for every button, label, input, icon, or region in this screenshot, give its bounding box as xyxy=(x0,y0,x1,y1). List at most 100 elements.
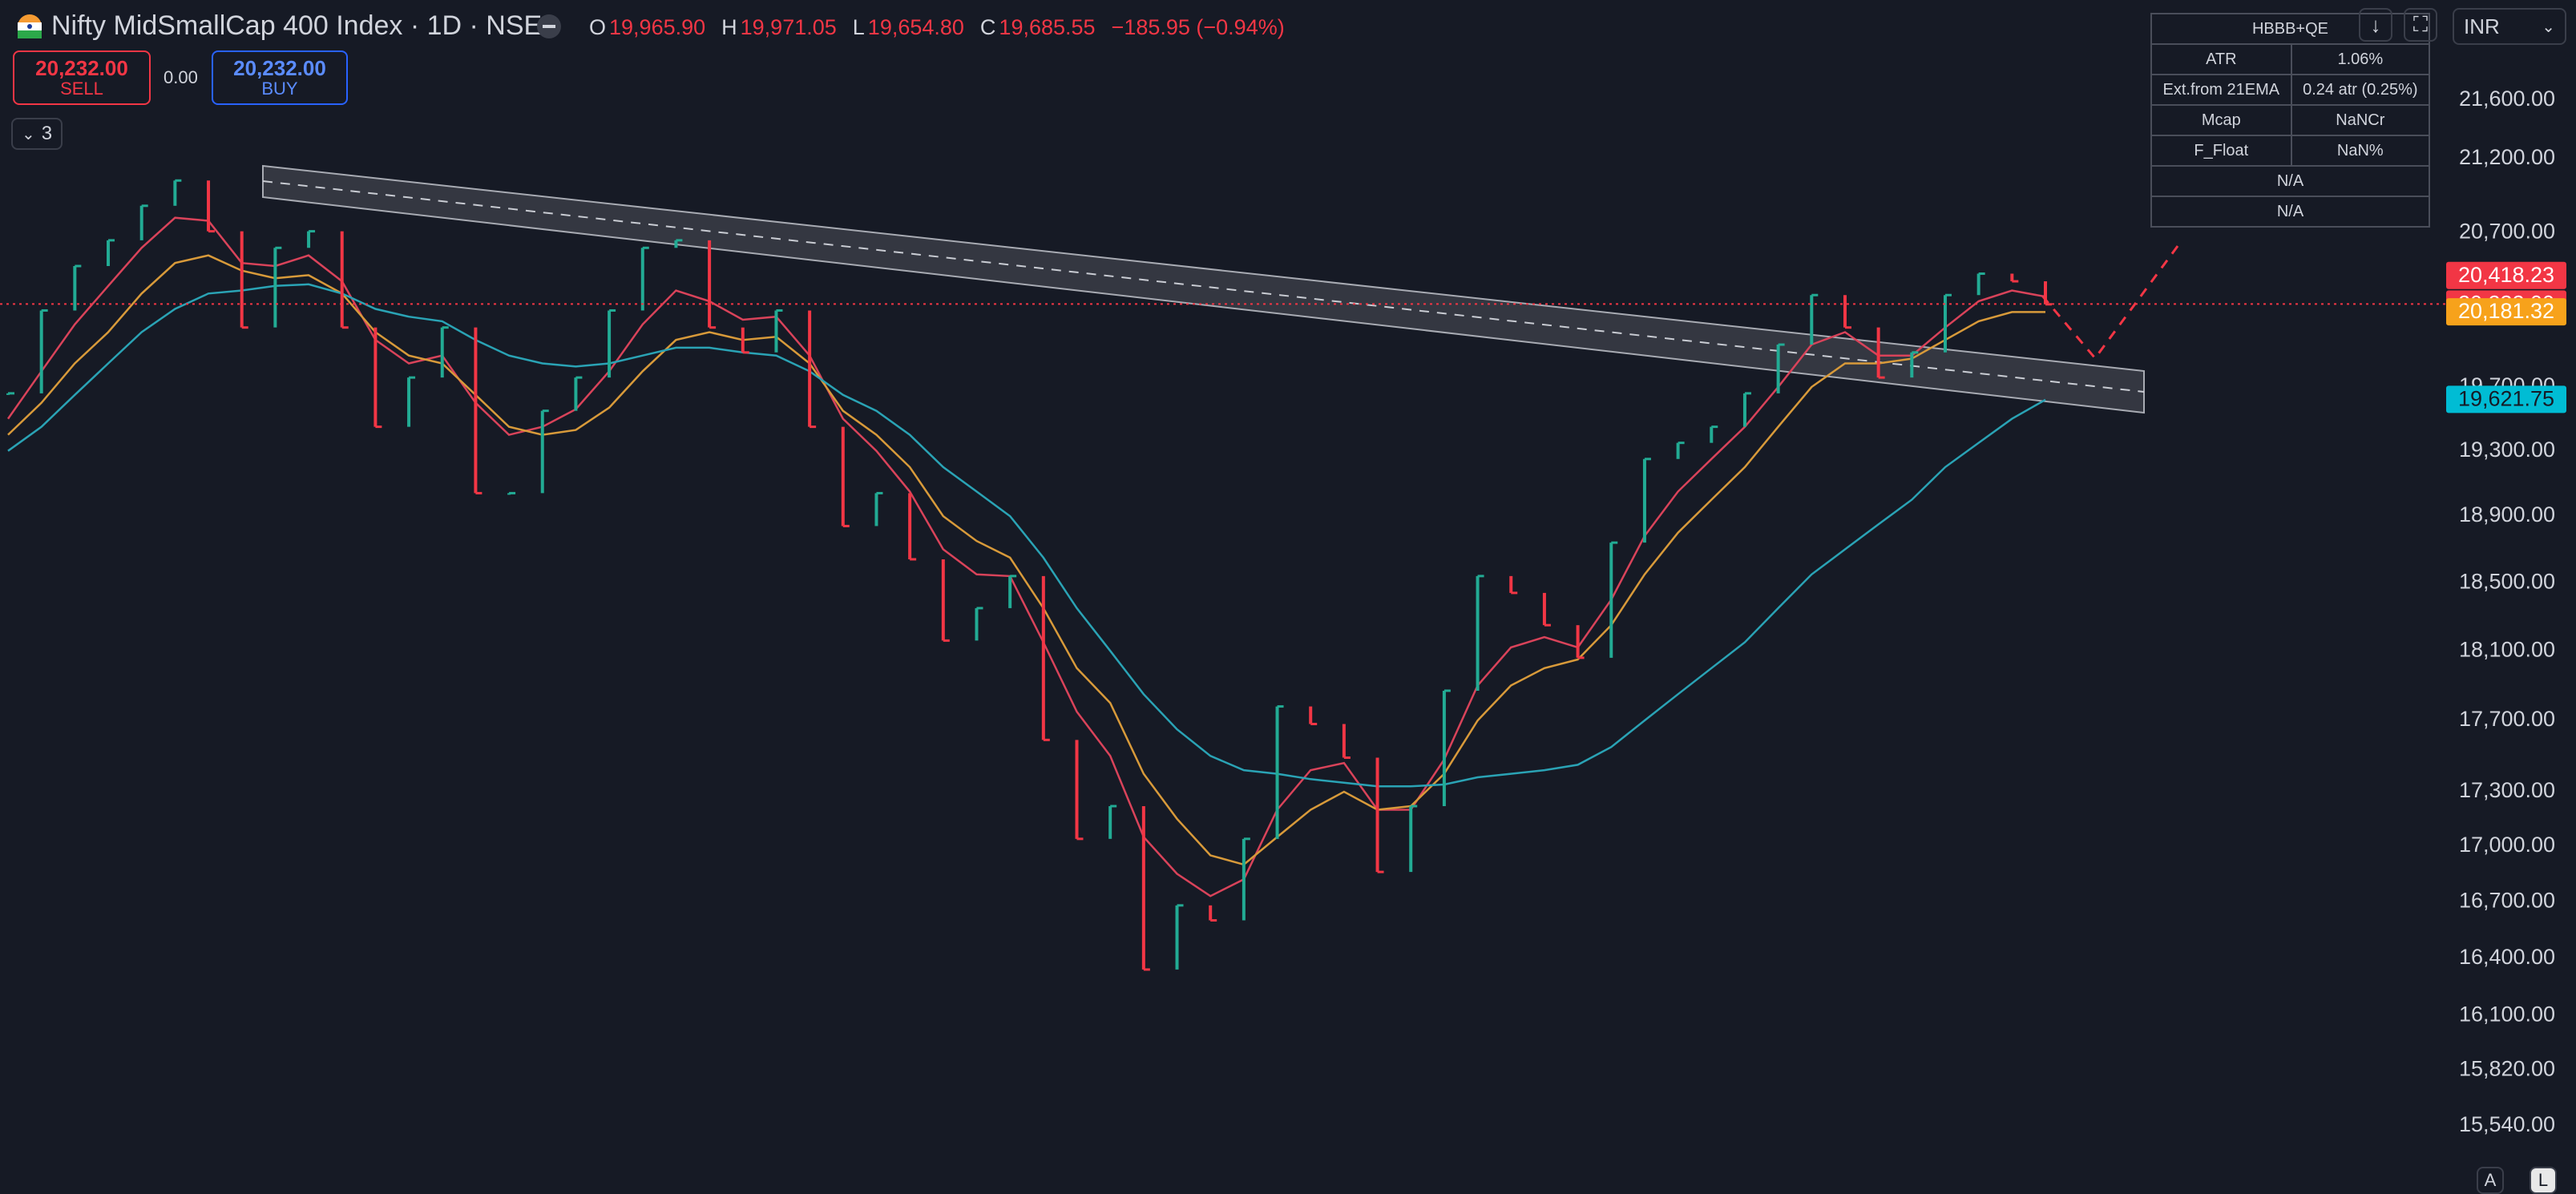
table-cell: Ext.from 21EMA xyxy=(2150,74,2292,106)
price-bar xyxy=(708,240,717,329)
chevron-icon: ⌄ xyxy=(21,125,35,143)
table-row: HBBB+QE xyxy=(2150,13,2430,45)
price-bar xyxy=(1876,327,1885,379)
sell-label: SELL xyxy=(60,79,103,99)
moving-average xyxy=(6,216,2046,898)
price-bar xyxy=(1609,541,1618,658)
table-cell: 0.24 atr (0.25%) xyxy=(2290,74,2431,106)
ohlc-value: 19,685.55 xyxy=(999,14,1096,39)
price-bar xyxy=(1710,426,1718,443)
table-row: N/A xyxy=(2150,196,2430,228)
price-bar xyxy=(574,376,583,411)
y-tick-label: 16,700.00 xyxy=(2459,888,2555,912)
ohlc-value: 19,654.80 xyxy=(867,14,964,39)
price-bar xyxy=(207,180,216,233)
price-bar xyxy=(1141,805,1150,971)
ohlc-key: L xyxy=(852,14,865,39)
price-bar xyxy=(1008,575,1017,608)
price-bar xyxy=(608,309,616,378)
table-row: Mcap NaNCr xyxy=(2150,104,2431,136)
buy-price: 20,232.00 xyxy=(233,55,326,80)
table-row: ATR 1.06% xyxy=(2150,43,2431,75)
price-bar xyxy=(1776,343,1785,393)
price-bar xyxy=(2010,273,2019,283)
price-label: 20,418.23 xyxy=(2458,263,2554,287)
currency: INR xyxy=(2464,14,2500,38)
sell-button[interactable]: 20,232.00 SELL xyxy=(13,50,151,105)
moving-average xyxy=(7,254,2045,866)
price-bar xyxy=(808,310,817,429)
price-bar xyxy=(1742,392,1751,427)
fullscreen-button[interactable]: ⛶ xyxy=(2404,8,2437,42)
price-bar xyxy=(674,239,683,248)
price-label-box xyxy=(2446,298,2566,326)
table-cell: NaNCr xyxy=(2290,104,2431,136)
y-tick-label: 19,300.00 xyxy=(2459,438,2555,462)
price-bar xyxy=(1309,706,1318,725)
price-bar xyxy=(1242,837,1250,921)
table-cell: N/A xyxy=(2150,196,2430,228)
info-table: HBBB+QE ATR 1.06% Ext.from 21EMA 0.24 atr (0… xyxy=(2150,13,2431,228)
table-row: F_Float NaN% xyxy=(2150,135,2431,167)
ohlc-key: C xyxy=(979,14,996,39)
channel-midline xyxy=(262,180,2145,393)
price-label-box xyxy=(2446,385,2566,413)
price-bar xyxy=(1642,458,1651,543)
price-bar xyxy=(1409,805,1418,873)
y-tick-label: 21,200.00 xyxy=(2459,145,2555,169)
price-bar xyxy=(1476,575,1484,691)
download-button[interactable]: ↓ xyxy=(2359,8,2392,42)
price-bar xyxy=(1509,575,1518,595)
price-bar xyxy=(874,491,883,526)
price-label: 20,181.32 xyxy=(2458,299,2554,323)
price-bar xyxy=(1810,293,1819,345)
log-scale-button[interactable]: L xyxy=(2530,1167,2557,1194)
ohlc-item: H 19,971.05 xyxy=(721,15,837,40)
table-cell: 1.06% xyxy=(2290,43,2431,75)
price-bar xyxy=(474,327,482,494)
auto-scale-button[interactable]: A xyxy=(2477,1167,2504,1194)
indicators-toggle[interactable]: ⌄ 3 xyxy=(11,118,63,150)
price-bar xyxy=(540,409,549,494)
projection xyxy=(2041,242,2182,361)
price-bar xyxy=(2044,281,2052,306)
y-tick-label: 20,700.00 xyxy=(2459,220,2555,244)
table-cell: F_Float xyxy=(2150,135,2292,167)
price-bar xyxy=(1108,805,1117,839)
price-bar xyxy=(1676,442,1685,459)
y-tick-label: 16,100.00 xyxy=(2459,1002,2555,1027)
price-bar xyxy=(908,493,917,561)
buy-button[interactable]: 20,232.00 BUY xyxy=(212,50,348,105)
table-row: N/A xyxy=(2150,165,2430,197)
spread: 0.00 xyxy=(164,67,198,87)
price-bar xyxy=(1576,625,1585,660)
price-bar xyxy=(1175,904,1184,970)
price-label-box xyxy=(2446,261,2566,289)
price-bar xyxy=(1542,592,1551,627)
price-bar xyxy=(1075,740,1084,841)
price-bar xyxy=(1910,351,1919,378)
price-bar xyxy=(1041,575,1050,741)
price-label: 19,621.75 xyxy=(2458,387,2554,411)
price-bar xyxy=(39,309,48,393)
price-bar xyxy=(1275,705,1284,839)
price-bar xyxy=(1976,272,1985,296)
price-bar xyxy=(173,179,182,206)
price-bar xyxy=(841,426,850,527)
y-tick-label: 18,900.00 xyxy=(2459,502,2555,526)
y-tick-label: 18,500.00 xyxy=(2459,569,2555,593)
table-cell: NaN% xyxy=(2290,135,2431,167)
price-bar xyxy=(941,559,950,642)
currency-select[interactable]: INR ⌄ xyxy=(2453,8,2566,45)
sell-price: 20,232.00 xyxy=(35,55,128,80)
channel xyxy=(262,164,2145,414)
price-bar xyxy=(6,392,14,395)
price-bar xyxy=(1442,689,1451,806)
ohlc-item: L 19,654.80 xyxy=(853,15,964,40)
flag-stripe xyxy=(18,30,42,38)
y-tick-label: 17,700.00 xyxy=(2459,707,2555,731)
ohlc-value: 19,971.05 xyxy=(740,14,837,39)
price-bar xyxy=(307,230,316,248)
dropdown-icon: ⌄ xyxy=(2542,18,2555,36)
